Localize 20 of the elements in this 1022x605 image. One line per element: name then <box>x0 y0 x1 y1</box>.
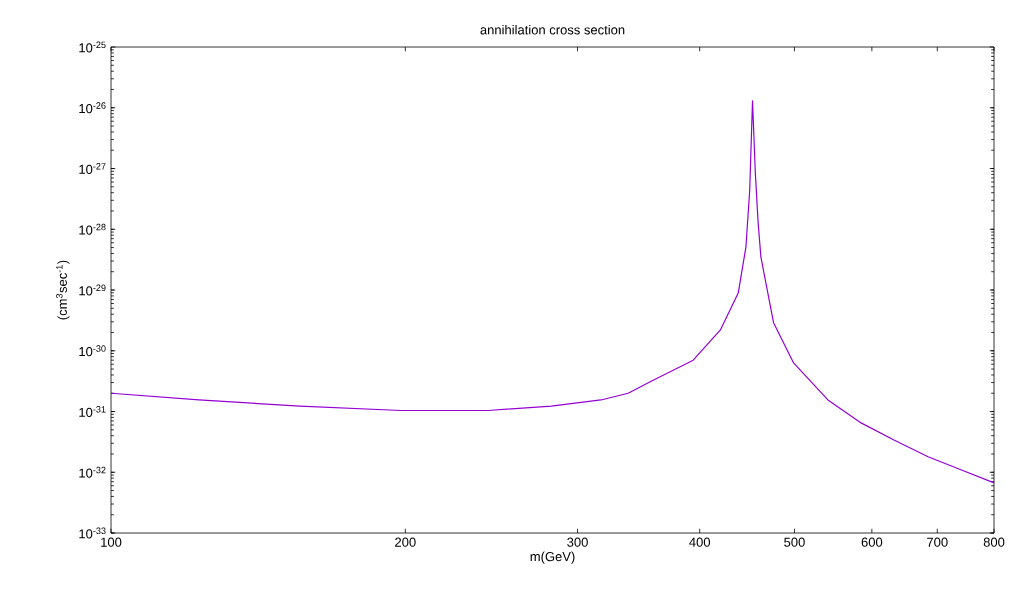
y-tick-label: 10$^{-27}$ <box>79 163 106 174</box>
y-axis-title: (cm$^{3}$sec$^{-1}$) <box>56 260 70 320</box>
y-tick-label: 10$^{-26}$ <box>79 102 106 114</box>
y-tick-label: 10$^{-29}$ <box>79 284 106 296</box>
x-tick-label: 400 <box>689 537 711 547</box>
x-tick-label: 300 <box>567 537 588 547</box>
x-tick-label: 100 <box>101 537 122 547</box>
y-tick-label: 10$^{-31}$ <box>79 406 106 417</box>
x-tick-label: 500 <box>784 537 805 547</box>
x-axis-title: m(GeV) <box>530 551 575 564</box>
x-tick-label: 200 <box>395 537 416 547</box>
chart-title: annihilation cross section <box>480 24 625 35</box>
y-tick-label: 10$^{-25}$ <box>79 41 106 53</box>
x-tick-label: 600 <box>861 537 883 547</box>
y-tick-label: 10$^{-30}$ <box>79 345 106 357</box>
x-tick-label: 800 <box>983 537 1005 547</box>
x-tick-label: 700 <box>927 537 948 547</box>
y-tick-label: 10$^{-28}$ <box>79 223 106 235</box>
y-tick-label: 10$^{-32}$ <box>79 466 106 478</box>
y-tick-label: 10$^{-33}$ <box>79 527 106 539</box>
